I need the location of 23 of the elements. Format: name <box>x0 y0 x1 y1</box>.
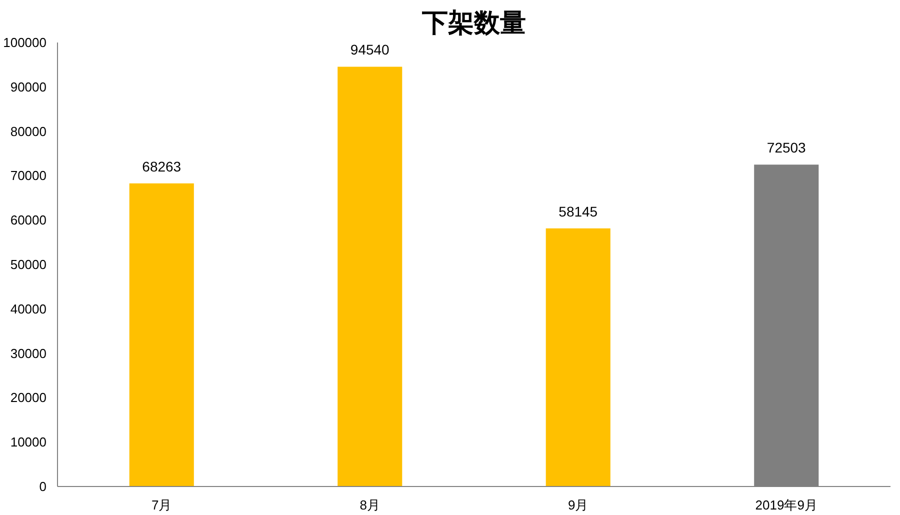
y-tick-label: 100000 <box>3 35 47 50</box>
data-label: 58145 <box>558 203 598 220</box>
y-tick-label: 90000 <box>10 79 47 94</box>
y-tick-label: 40000 <box>10 301 47 316</box>
bar <box>129 183 194 486</box>
data-label: 72503 <box>766 140 806 156</box>
y-tick-label: 0 <box>39 479 47 494</box>
x-tick-label: 9月 <box>568 498 588 512</box>
y-tick-label: 20000 <box>10 390 47 406</box>
data-label: 68263 <box>142 158 182 174</box>
bar <box>546 228 610 486</box>
chart-title: 下架数量 <box>421 8 526 38</box>
y-tick-label: 80000 <box>10 124 47 139</box>
data-label: 94540 <box>350 42 390 58</box>
x-tick-label: 2019年9月 <box>755 498 818 512</box>
y-tick-label: 50000 <box>10 257 47 272</box>
y-tick-label: 70000 <box>10 168 47 184</box>
y-tick-label: 30000 <box>10 346 47 361</box>
x-tick-label: 8月 <box>360 498 380 512</box>
bar <box>338 66 402 486</box>
x-tick-label: 7月 <box>152 498 172 512</box>
y-tick-label: 10000 <box>10 434 47 450</box>
y-tick-label: 60000 <box>10 212 47 228</box>
